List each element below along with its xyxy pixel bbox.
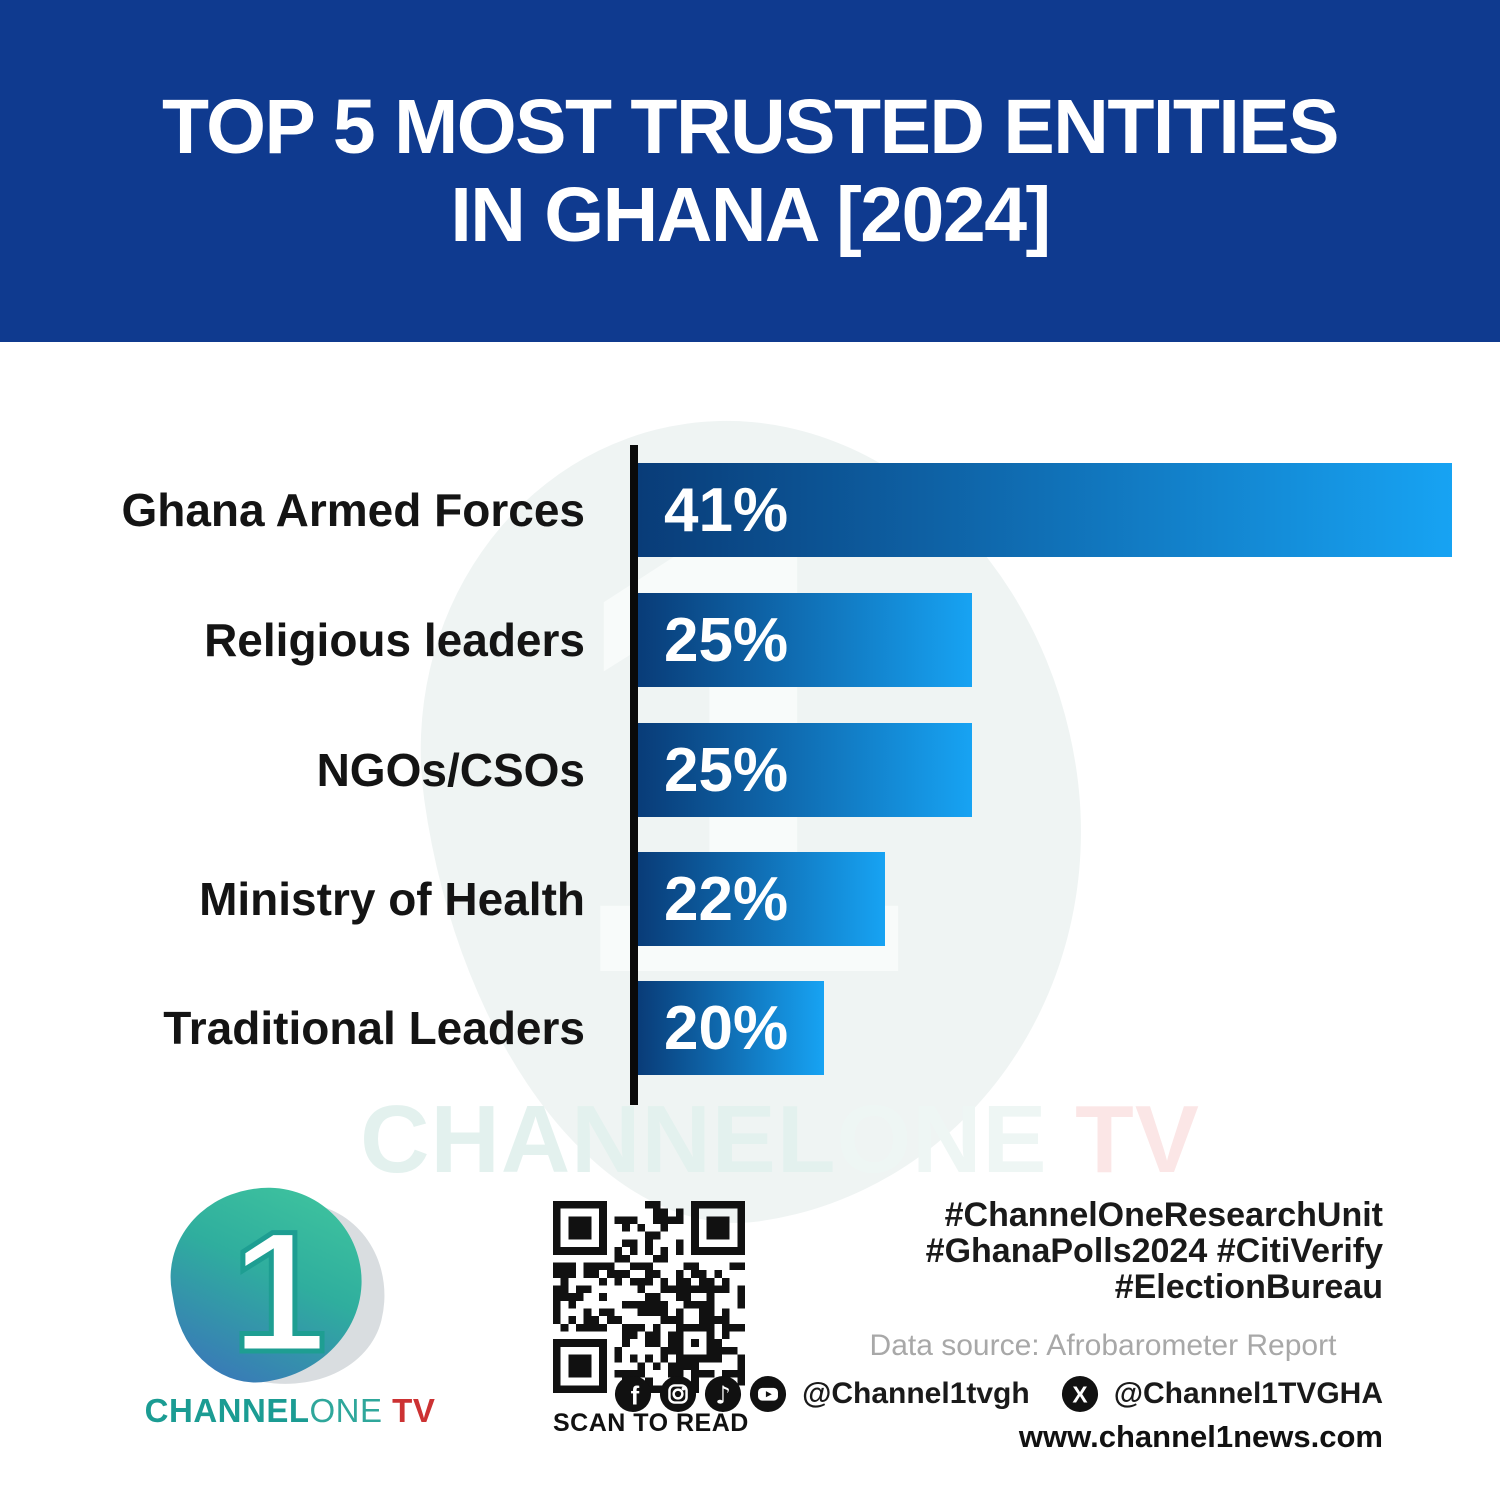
page-title-line-2: IN GHANA [2024] <box>450 172 1051 258</box>
chart-axis <box>630 445 638 1105</box>
qr-caption: SCAN TO READ <box>553 1409 749 1437</box>
bar-label: Ministry of Health <box>199 873 585 925</box>
logo-wordmark-channel: CHANNEL <box>144 1392 310 1429</box>
bar-value: 25% <box>664 735 789 805</box>
svg-text:f: f <box>631 1382 640 1410</box>
x-icon: X <box>1061 1375 1098 1413</box>
bar: 41% <box>638 463 1452 557</box>
bar-label: Ghana Armed Forces <box>121 484 585 536</box>
watermark-tv: TV <box>1075 1086 1200 1193</box>
watermark-channel: CHANNEL <box>360 1086 837 1193</box>
channel-one-logo: 1 CHANNELONE TV <box>140 1172 440 1440</box>
bar: 22% <box>638 852 885 946</box>
wordmark-watermark: CHANNELONE TV <box>0 1085 1500 1195</box>
hashtag-line: #ChannelOneResearchUnit <box>944 1196 1383 1234</box>
logo-wordmark-tv: TV <box>392 1392 436 1429</box>
website-url: www.channel1news.com <box>1018 1419 1383 1454</box>
chart-row: Ministry of Health 22% <box>0 852 1500 946</box>
chart-row: Ghana Armed Forces 41% <box>0 463 1500 557</box>
bar-value: 25% <box>664 605 789 675</box>
logo-wordmark-one: ONE <box>309 1392 383 1429</box>
social-handle-x: @Channel1TVGHA <box>1113 1377 1383 1410</box>
bar-value: 22% <box>664 864 789 934</box>
instagram-icon <box>660 1375 697 1413</box>
svg-text:X: X <box>1072 1382 1087 1408</box>
footer-right-column: #ChannelOneResearchUnit #GhanaPolls2024 … <box>615 1196 1383 1455</box>
logo-wordmark: CHANNELONE TV <box>140 1392 440 1430</box>
hashtag-line: #GhanaPolls2024 #CitiVerify <box>925 1232 1383 1270</box>
youtube-icon <box>750 1375 787 1413</box>
chart-row: Traditional Leaders 20% <box>0 981 1500 1075</box>
svg-text:♪: ♪ <box>715 1381 731 1410</box>
bar-label: Traditional Leaders <box>163 1002 585 1054</box>
social-handle-main: @Channel1tvgh <box>802 1377 1030 1410</box>
bar: 20% <box>638 981 824 1075</box>
page-title-line-1: TOP 5 MOST TRUSTED ENTITIES <box>162 84 1339 170</box>
facebook-icon: f <box>615 1375 652 1413</box>
bar: 25% <box>638 723 972 817</box>
qr-block: SCAN TO READ <box>553 1201 749 1438</box>
chart-row: NGOs/CSOs 25% <box>0 723 1500 817</box>
trust-chart: Ghana Armed Forces 41% Religious leaders… <box>0 445 1500 1105</box>
bar-value: 41% <box>664 475 789 545</box>
watermark-one: ONE <box>836 1086 1048 1193</box>
social-row: f ♪ @Channel1tvgh X @Channel <box>615 1375 1383 1413</box>
logo-numeral: 1 <box>229 1195 330 1389</box>
chart-row: Religious leaders 25% <box>0 593 1500 687</box>
hashtag-line: #ElectionBureau <box>1114 1268 1383 1306</box>
bar: 25% <box>638 593 972 687</box>
bar-label: Religious leaders <box>204 614 585 666</box>
bar-value: 20% <box>664 993 789 1063</box>
header-banner: TOP 5 MOST TRUSTED ENTITIES IN GHANA [20… <box>0 0 1500 342</box>
data-source-note: Data source: Afrobarometer Report <box>869 1329 1337 1362</box>
qr-code <box>553 1201 745 1393</box>
bar-label: NGOs/CSOs <box>316 744 585 796</box>
tiktok-icon: ♪ <box>705 1375 742 1413</box>
